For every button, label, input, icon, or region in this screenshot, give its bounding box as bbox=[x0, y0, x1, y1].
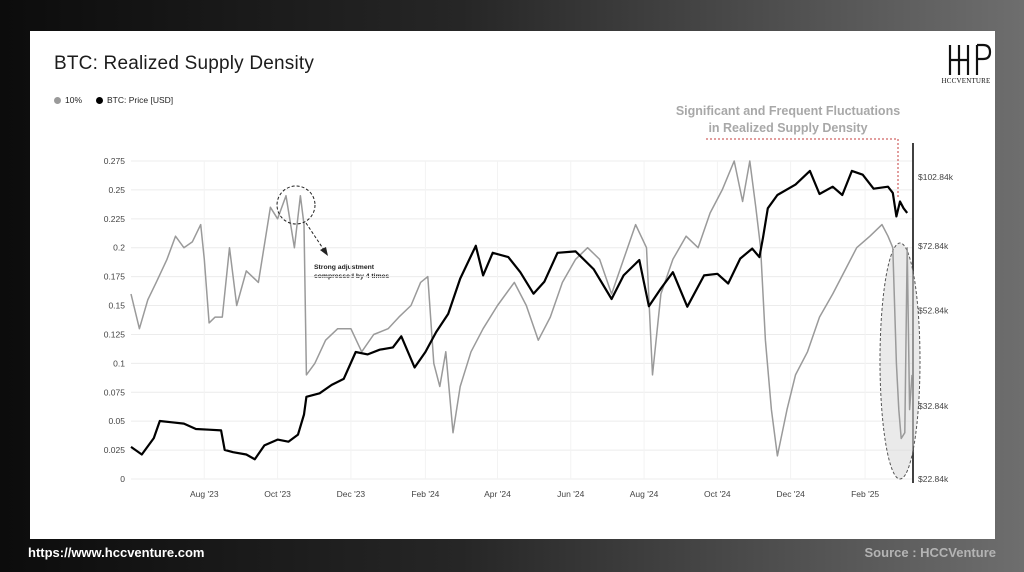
y-left-tick-label: 0.225 bbox=[104, 214, 126, 224]
callout-line-1: Significant and Frequent Fluctuations bbox=[675, 104, 901, 118]
y-right-tick-label: $72.84k bbox=[918, 241, 949, 251]
legend-item-density[interactable]: 10% bbox=[54, 95, 82, 105]
annotation-line-1: Strong adjustment bbox=[314, 264, 375, 271]
y-left-tick-label: 0.075 bbox=[104, 387, 126, 397]
callout-connector bbox=[706, 138, 899, 197]
y-left-tick-label: 0.1 bbox=[113, 358, 125, 368]
x-tick-label: Aug '24 bbox=[630, 489, 659, 499]
x-tick-label: Jun '24 bbox=[557, 489, 584, 499]
x-tick-label: Dec '23 bbox=[337, 489, 366, 499]
annotation-circle bbox=[276, 185, 316, 225]
x-tick-label: Dec '24 bbox=[776, 489, 805, 499]
y-right-tick-label: $32.84k bbox=[918, 401, 949, 411]
y-left-tick-label: 0.2 bbox=[113, 243, 125, 253]
legend-label-density: 10% bbox=[65, 95, 83, 105]
series-line-density bbox=[130, 160, 913, 457]
annotation-arrow-head bbox=[320, 247, 328, 256]
chart-card: BTC: Realized Supply Density HCCVENTURE … bbox=[30, 31, 995, 539]
y-right-tick-label: $22.84k bbox=[918, 474, 949, 484]
y-left-tick-label: 0.175 bbox=[104, 272, 126, 282]
hccventure-logo bbox=[948, 43, 992, 75]
logo-text: HCCVENTURE bbox=[941, 77, 991, 85]
legend-item-price[interactable]: BTC: Price [USD] bbox=[96, 95, 173, 105]
x-tick-label: Feb '24 bbox=[411, 489, 439, 499]
chart-plot: 0 0.025 0.05 0.075 0.1 0.125 0.15 0.175 0.2 0.225… bbox=[104, 138, 954, 499]
x-tick-label: Apr '24 bbox=[484, 489, 511, 499]
callout-line-2: in Realized Supply Density bbox=[708, 121, 868, 135]
y-left-tick-label: 0.275 bbox=[104, 156, 126, 166]
highlight-ellipse bbox=[879, 242, 921, 480]
y-left-tick-label: 0.025 bbox=[104, 445, 126, 455]
footer-url[interactable]: https://www.hccventure.com bbox=[28, 545, 205, 560]
y-left-tick-label: 0.15 bbox=[108, 301, 125, 311]
x-tick-label: Oct '23 bbox=[264, 489, 291, 499]
y-left-tick-label: 0.25 bbox=[108, 185, 125, 195]
x-tick-label: Aug '23 bbox=[190, 489, 219, 499]
x-tick-label: Oct '24 bbox=[704, 489, 731, 499]
legend-label-price: BTC: Price [USD] bbox=[107, 95, 174, 105]
annotation-arrow-line bbox=[305, 222, 327, 254]
chart-title: BTC: Realized Supply Density bbox=[54, 53, 315, 74]
legend-dot-density bbox=[54, 96, 61, 104]
y-left-tick-label: 0.05 bbox=[108, 416, 125, 426]
chart-legend: 10% BTC: Price [USD] bbox=[54, 95, 173, 105]
y-right-tick-label: $52.84k bbox=[918, 306, 949, 316]
y-right-tick-label: $102.84k bbox=[918, 172, 954, 182]
footer-source: Source : HCCVenture bbox=[864, 545, 996, 560]
x-tick-label: Feb '25 bbox=[851, 489, 879, 499]
legend-dot-price bbox=[96, 96, 104, 104]
series-line-price bbox=[130, 169, 909, 461]
y-left-tick-label: 0 bbox=[120, 474, 125, 484]
y-left-tick-label: 0.125 bbox=[104, 329, 126, 339]
fluctuation-callout: Significant and Frequent Fluctuations in… bbox=[648, 103, 928, 137]
